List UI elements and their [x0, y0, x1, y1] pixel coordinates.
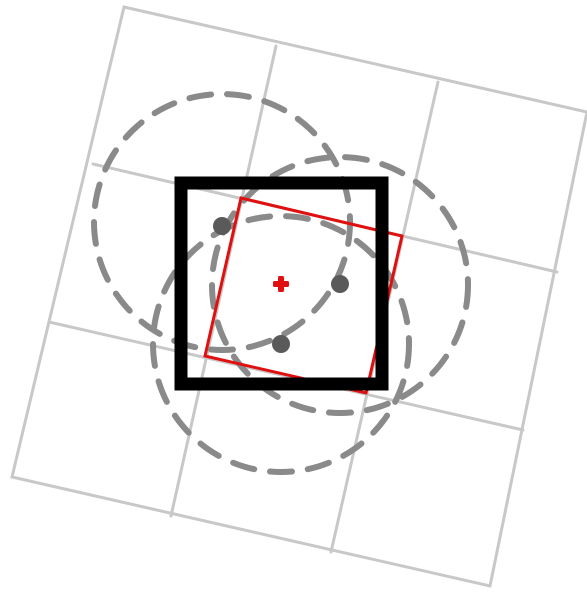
sample-point [331, 275, 349, 293]
rotated-red-square [203, 196, 404, 395]
sample-point [213, 217, 231, 235]
grid-border [10, 5, 587, 588]
sample-point [272, 335, 290, 353]
dashed-circles [91, 91, 471, 475]
dashed-circle-bottom [150, 213, 412, 475]
sample-points [213, 217, 349, 353]
dashed-circle-left [91, 91, 353, 353]
center-plus-icon [273, 276, 289, 292]
rotated-grid [10, 5, 587, 588]
dashed-circle-right [209, 154, 471, 416]
axis-aligned-black-square [174, 176, 389, 391]
